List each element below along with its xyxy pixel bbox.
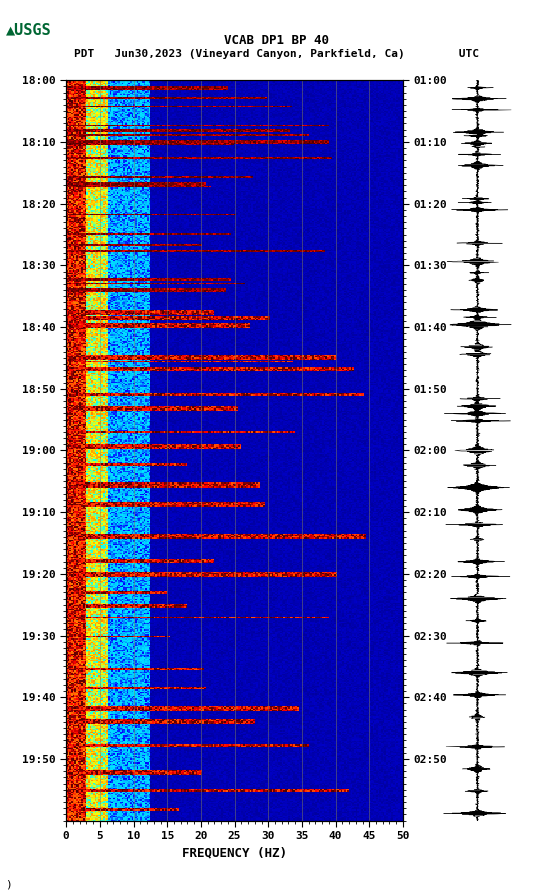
Text: VCAB DP1 BP 40: VCAB DP1 BP 40 <box>224 34 328 46</box>
X-axis label: FREQUENCY (HZ): FREQUENCY (HZ) <box>182 847 287 860</box>
Text: ): ) <box>6 880 12 889</box>
Text: ▲USGS: ▲USGS <box>6 22 51 37</box>
Text: PDT   Jun30,2023 (Vineyard Canyon, Parkfield, Ca)        UTC: PDT Jun30,2023 (Vineyard Canyon, Parkfie… <box>73 48 479 59</box>
